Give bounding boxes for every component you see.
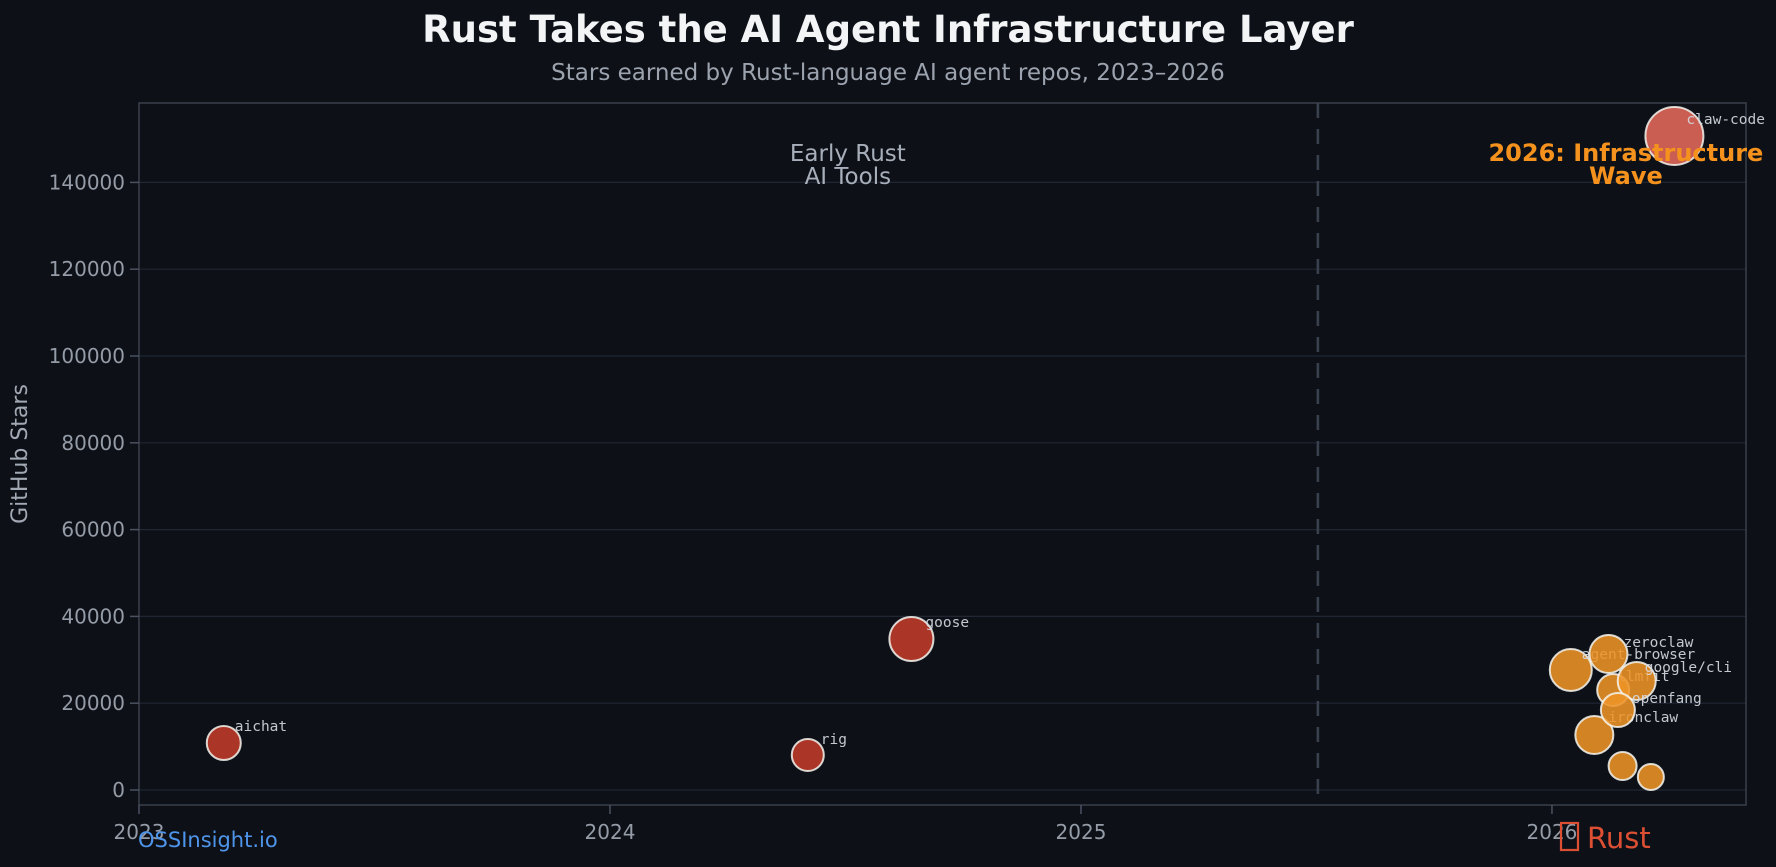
y-tick-label: 0 — [112, 778, 125, 802]
y-tick-label: 140000 — [49, 170, 125, 194]
bubble-goose — [888, 616, 935, 663]
bubble-label-aichat: aichat — [235, 719, 287, 735]
y-tick-label: 120000 — [49, 257, 125, 281]
x-tick-label: 2024 — [585, 820, 636, 844]
y-tick-label: 80000 — [61, 431, 125, 455]
bubble-google/cli — [1616, 660, 1657, 701]
annotation-infrastructure-wave: 2026: Infrastructure Wave — [1488, 139, 1763, 190]
bubble-aichat — [205, 724, 242, 761]
chart-title: Rust Takes the AI Agent Infrastructure L… — [422, 8, 1354, 51]
watermark-ossinsight: OSSInsight.io — [138, 828, 278, 852]
bubble-claw-code — [1644, 105, 1705, 166]
bubble-label-zeroclaw: zeroclaw — [1623, 635, 1693, 651]
bubble-zeroclaw — [1588, 633, 1629, 674]
bubble-label-openfang: openfang — [1632, 691, 1702, 707]
y-tick-label: 100000 — [49, 344, 125, 368]
missing-glyph-box-icon — [1559, 821, 1580, 852]
bubble-label-claw-code: claw-code — [1686, 112, 1765, 128]
x-tick-label: 2025 — [1056, 820, 1107, 844]
bubble-unlabeled — [1636, 762, 1665, 791]
y-tick-label: 60000 — [61, 518, 125, 542]
x-tick-label: 2023 — [114, 820, 165, 844]
bubble-openfang — [1599, 692, 1636, 729]
bubble-rig — [790, 738, 825, 773]
bubble-label-rig: rig — [821, 732, 847, 748]
bubble-unlabeled — [1607, 751, 1638, 782]
rust-wordmark: Rust — [1559, 821, 1651, 855]
y-tick-label: 20000 — [61, 691, 125, 715]
y-axis-title: GitHub Stars — [8, 384, 33, 524]
annotation-early-rust-ai-tools: Early Rust AI Tools — [790, 141, 906, 190]
rust-wordmark-label: Rust — [1587, 821, 1651, 855]
bubble-label-google/cli: google/cli — [1645, 660, 1732, 676]
bubble-label-goose: goose — [925, 615, 969, 631]
y-tick-label: 40000 — [61, 604, 125, 628]
bubble-ironclaw — [1574, 715, 1615, 756]
plot-area: 2023 2024 2025 2026020000400006000080000100… — [49, 102, 1765, 844]
chart-subtitle: Stars earned by Rust-language AI agent r… — [551, 60, 1225, 86]
plot-border — [138, 102, 1747, 806]
bubble-agent-browser — [1548, 647, 1593, 692]
